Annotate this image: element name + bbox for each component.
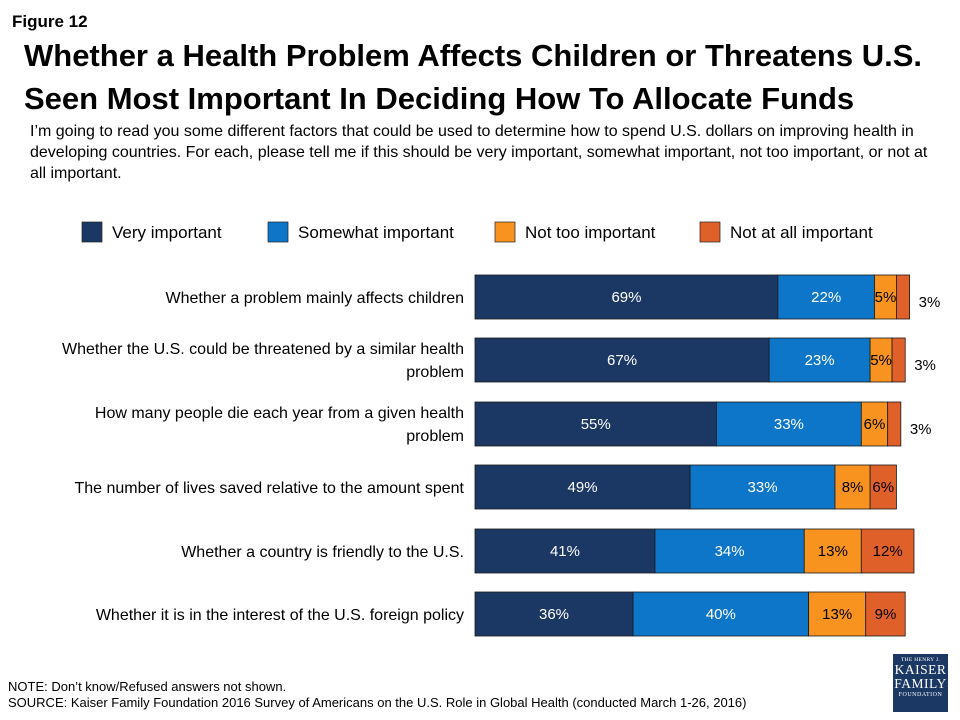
bar-segment [808,591,867,637]
data-label: 5% [875,289,897,306]
category-label: Whether the U.S. could be threatened by … [62,341,464,381]
data-label: 55% [581,416,611,433]
note-text: NOTE: Don’t know/Refused answers not sho… [8,679,287,694]
bar-segment [689,464,836,510]
data-label: 34% [715,543,745,560]
data-label: 41% [550,543,580,560]
bar-segment [474,528,656,574]
bar-segment [891,337,906,383]
data-label: 3% [914,357,936,374]
bar-segment [632,591,810,637]
data-label: 33% [748,479,778,496]
data-label: 49% [568,479,598,496]
category-label: The number of lives saved relative to th… [74,480,464,497]
bar-segment [654,528,805,574]
data-label: 23% [805,352,835,369]
data-label: 13% [818,543,848,560]
bar-segment [777,274,875,320]
source-text: SOURCE: Kaiser Family Foundation 2016 Su… [8,695,747,710]
bars: 69% 22% 5% 3% 67% 23% 5% 3% 55% 33% 6% 3% 49% 33% 8% 6%… [474,274,941,637]
bar-segment [896,274,911,320]
logo-line: FOUNDATION [898,692,943,698]
legend-swatch [494,221,516,243]
stacked-bar-chart: Very important Somewhat important Not too … [62,221,941,637]
data-label: 13% [822,606,852,623]
bar-segment [716,401,862,447]
bar-segment [860,528,915,574]
legend-swatch [81,221,103,243]
logo-line: FAMILY [894,676,947,691]
data-label: 67% [607,352,637,369]
legend-label: Very important [112,223,222,242]
legend-swatch [699,221,721,243]
figure-label: Figure 12 [12,12,88,31]
bar-segment [887,401,902,447]
data-label: 33% [774,416,804,433]
data-label: 6% [864,416,886,433]
bar-segment [860,401,889,447]
bar-segment [768,337,871,383]
data-label: 6% [872,479,894,496]
bar-segment [474,591,634,637]
category-label: How many people die each year from a giv… [95,405,464,445]
legend-label: Somewhat important [298,223,454,242]
data-label: 3% [919,294,941,311]
legend-label: Not at all important [730,223,873,242]
category-label-line: Whether the U.S. could be threatened by … [62,341,464,358]
logo-line: THE HENRY J. [901,657,940,663]
bar-segment [803,528,862,574]
category-labels: Whether a problem mainly affects childre… [62,290,465,624]
category-label: Whether a problem mainly affects childre… [165,290,464,307]
survey-question: I’m going to read you some different fac… [30,123,928,182]
logo-line: KAISER [894,662,947,677]
data-label: 12% [873,543,903,560]
data-label: 22% [811,289,841,306]
category-label-line: How many people die each year from a giv… [95,405,464,422]
legend-swatch [267,221,289,243]
bar-segment [865,591,906,637]
data-label: 69% [611,289,641,306]
data-label: 8% [842,479,864,496]
chart-title: Whether a Health Problem Affects Childre… [24,38,923,116]
bar-segment [474,274,779,320]
data-label: 36% [539,606,569,623]
category-label: Whether a country is friendly to the U.S… [181,544,464,561]
category-label-line: problem [406,364,464,381]
kff-logo: THE HENRY J. KAISER FAMILY FOUNDATION [893,654,948,712]
category-label-line: problem [406,428,464,445]
data-label: 3% [910,421,932,438]
data-label: 40% [706,606,736,623]
legend: Very important Somewhat important Not too … [81,221,873,243]
bar-segment [869,464,897,510]
bar-segment [834,464,871,510]
bar-segment [474,464,691,510]
category-label: Whether it is in the interest of the U.S… [96,607,464,624]
bar-segment [474,337,770,383]
data-label: 5% [870,352,892,369]
legend-label: Not too important [525,223,656,242]
data-label: 9% [875,606,897,623]
bar-segment [474,401,717,447]
